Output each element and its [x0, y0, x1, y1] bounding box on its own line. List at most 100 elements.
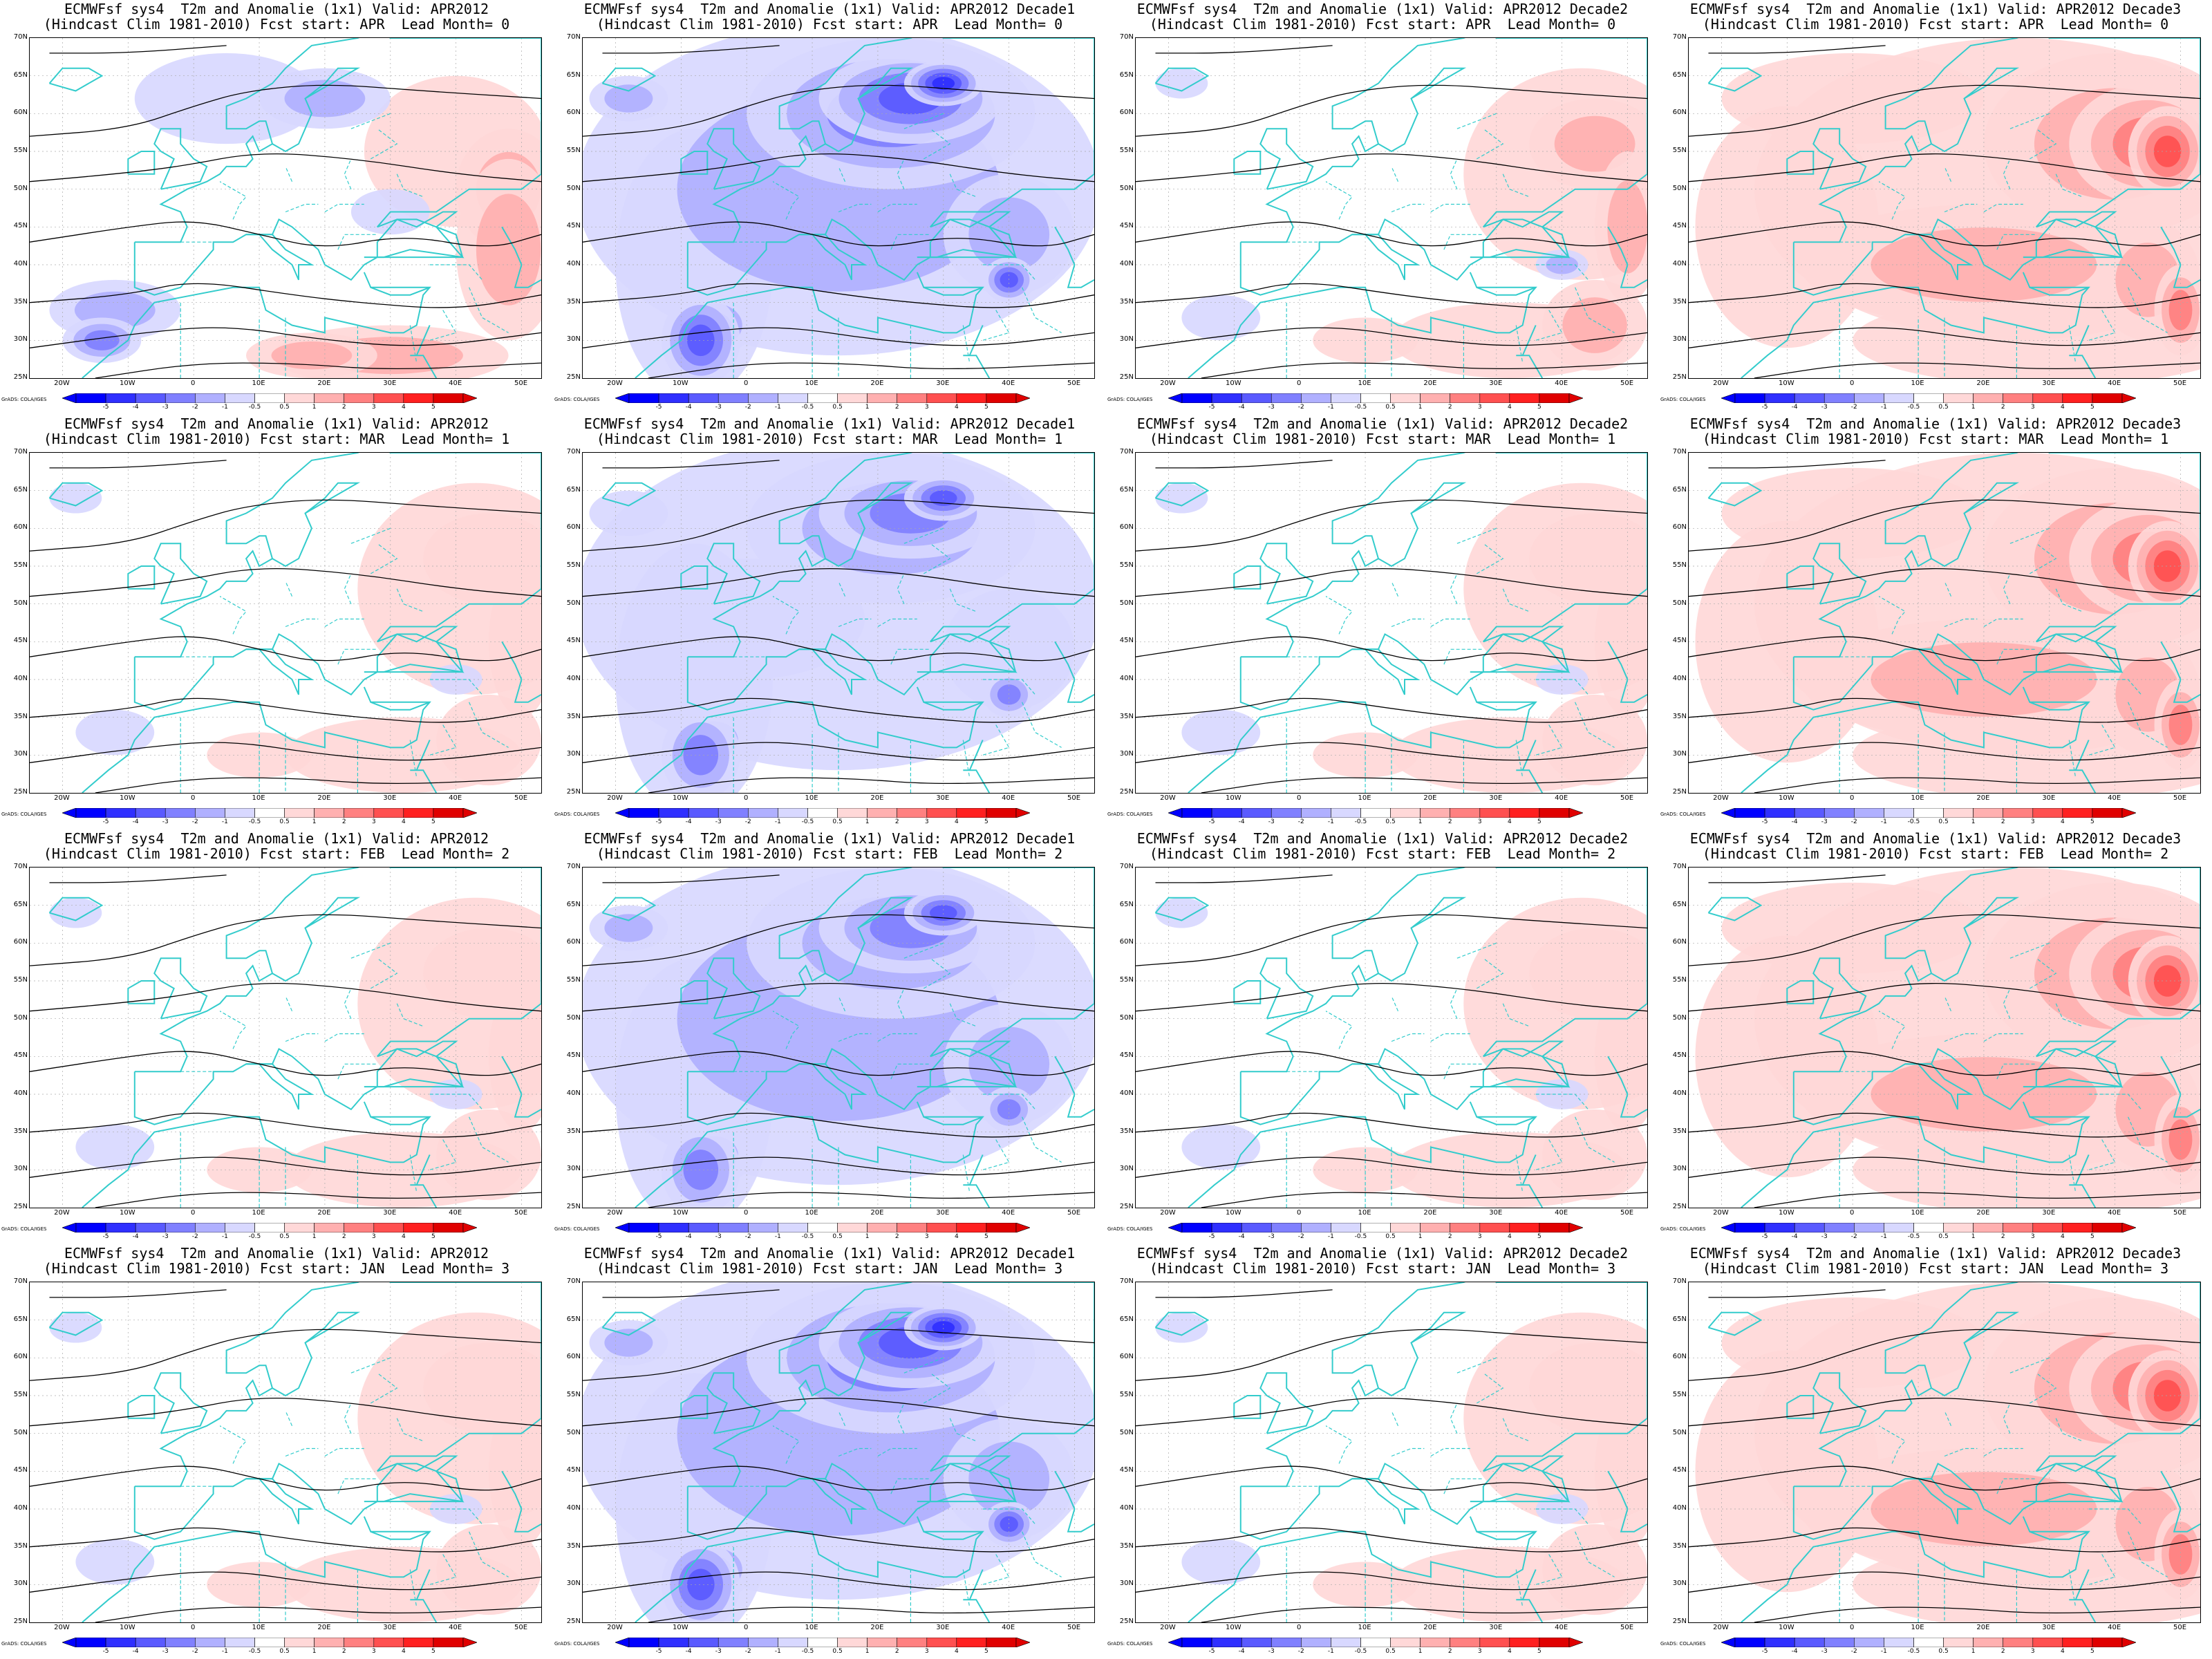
colorbar-swatch — [1211, 393, 1242, 404]
lon-tick-label: 50E — [514, 1209, 528, 1217]
panel-subtitle: (Hindcast Clim 1981-2010) Fcst start: FE… — [43, 845, 510, 862]
colorbar-label: -2 — [1850, 404, 1857, 411]
colorbar-label: -3 — [1821, 1233, 1828, 1240]
colorbar-swatch — [195, 1222, 225, 1233]
lat-tick-label: 70N — [1672, 33, 1687, 41]
colorbar-swatch — [254, 393, 285, 404]
colorbar-label: -0.5 — [1354, 1648, 1367, 1655]
coastline — [1476, 286, 1537, 296]
coastline — [1188, 1101, 1537, 1208]
anomaly-shade — [1562, 297, 1627, 353]
colorbar-label: -2 — [1297, 1648, 1304, 1655]
coastline — [2160, 226, 2200, 288]
colorbar-swatch — [688, 807, 719, 818]
lat-tick-label: 55N — [1119, 976, 1134, 984]
colorbar-label: -3 — [715, 1648, 722, 1655]
colorbar-swatch — [778, 1222, 808, 1233]
colorbar-swatch — [373, 1222, 404, 1233]
map-canvas — [1136, 38, 1647, 378]
lat-tick-label: 65N — [13, 485, 28, 494]
anomaly-shade — [1181, 1539, 1261, 1585]
colorbar-swatch — [433, 807, 464, 818]
anomaly-map — [29, 452, 542, 794]
colorbar — [615, 807, 1031, 818]
contour-line — [583, 697, 1094, 723]
lon-tick-label: 50E — [514, 794, 528, 802]
coastline — [272, 897, 361, 982]
contour-line — [30, 153, 541, 182]
lon-tick-label: 50E — [1067, 379, 1081, 387]
colorbar-swatch — [1390, 807, 1421, 818]
colorbar-label: -4 — [1238, 1648, 1245, 1655]
coastline — [415, 1154, 431, 1185]
contour-line — [1136, 327, 1647, 348]
contour-line — [1689, 84, 2200, 137]
coastline — [1516, 355, 1544, 378]
lon-tick-label: 20E — [870, 379, 884, 387]
lon-tick-label: 20W — [1160, 1209, 1176, 1217]
colorbar-swatch — [837, 393, 868, 404]
coastline — [2074, 325, 2090, 356]
coastline — [1931, 1311, 2020, 1397]
coastline — [1054, 226, 1094, 288]
colorbar-label: -0.5 — [801, 1648, 814, 1655]
colorbar-label: -3 — [1821, 818, 1828, 825]
lon-tick-label: 40E — [1002, 794, 1015, 802]
coastline — [1378, 67, 1467, 153]
colorbar-label: -2 — [191, 818, 198, 825]
colorbar-swatch — [718, 393, 749, 404]
coastline — [2035, 1048, 2123, 1088]
colorbar-label: -4 — [1791, 1648, 1798, 1655]
lon-tick-label: 20E — [317, 1209, 331, 1217]
colorbar-swatch — [986, 807, 1017, 818]
colorbar-swatch — [718, 807, 749, 818]
colorbar-label: -1 — [1880, 1233, 1887, 1240]
lon-tick-label: 10E — [1911, 1209, 1924, 1217]
colorbar-swatch — [284, 1637, 315, 1648]
lat-tick-label: 65N — [1672, 1315, 1687, 1323]
coastline — [1188, 686, 1537, 793]
lat-tick-label: 40N — [1119, 260, 1134, 268]
map-canvas — [30, 453, 541, 793]
contour-line — [1136, 1398, 1647, 1427]
coastline — [825, 482, 914, 568]
colorbar-label: -2 — [744, 818, 751, 825]
colorbar-swatch — [2003, 393, 2034, 404]
lat-tick-label: 60N — [566, 109, 581, 117]
lat-tick-label: 50N — [1672, 1013, 1687, 1022]
colorbar-swatch — [1360, 807, 1391, 818]
colorbar-arrow — [1568, 393, 1584, 404]
coastline — [1931, 482, 2020, 568]
colorbar-label: -5 — [1208, 404, 1215, 411]
colorbar-label: -0.5 — [248, 404, 261, 411]
coastline — [2035, 218, 2123, 259]
panel-subtitle: (Hindcast Clim 1981-2010) Fcst start: JA… — [596, 1260, 1063, 1277]
lat-tick-label: 25N — [1119, 1203, 1134, 1210]
lon-tick-label: 40E — [449, 794, 462, 802]
anomaly-shade — [930, 905, 957, 921]
lon-tick-label: 0 — [743, 794, 749, 802]
colorbar-swatch — [1390, 1222, 1421, 1233]
lon-tick-label: 30E — [383, 1624, 397, 1631]
colorbar-label: 2 — [2000, 1648, 2005, 1655]
coastline — [601, 482, 657, 507]
lon-tick-label: 0 — [1296, 1624, 1302, 1631]
coastline — [82, 686, 431, 793]
grads-credit: GrADS: COLA/IGES — [1660, 1641, 1706, 1647]
contour-line — [30, 221, 541, 247]
colorbar-swatch — [1884, 1222, 1914, 1233]
colorbar-label: 5 — [2090, 1233, 2094, 1240]
lon-tick-label: 50E — [1620, 379, 1634, 387]
contour-line — [1136, 568, 1647, 597]
contour-line — [30, 1112, 541, 1138]
colorbar-label: 2 — [894, 404, 899, 411]
coastline — [799, 234, 868, 281]
coastline — [133, 868, 541, 1125]
lat-tick-label: 25N — [1119, 788, 1134, 796]
colorbar-label: -5 — [655, 404, 662, 411]
colorbar-swatch — [1420, 1222, 1451, 1233]
lat-tick-label: 55N — [1119, 1391, 1134, 1398]
anomaly-shade — [930, 490, 957, 506]
lat-tick-label: 45N — [13, 1051, 28, 1060]
contour-line — [30, 1527, 541, 1553]
